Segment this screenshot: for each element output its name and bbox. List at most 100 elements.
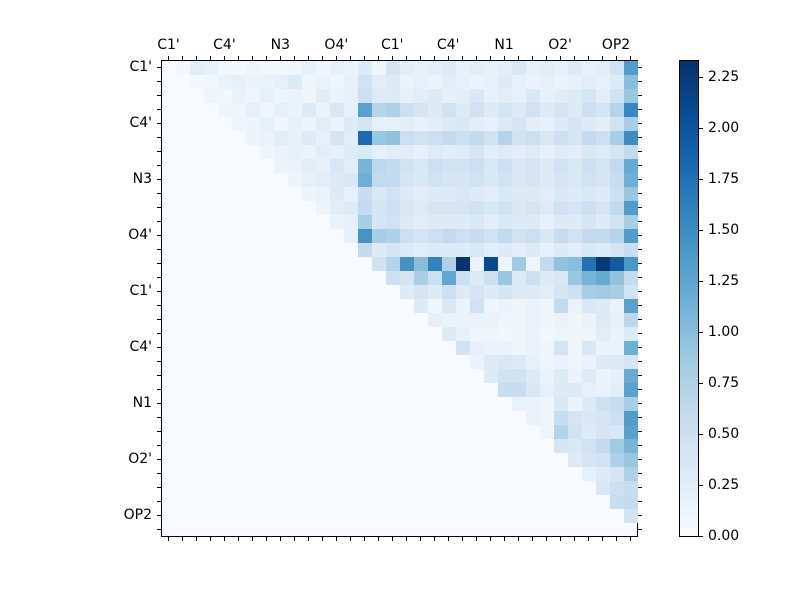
colorbar-tick-label: 0.50	[708, 425, 740, 442]
heatmap-cell	[427, 256, 442, 271]
heatmap-cell	[315, 130, 330, 145]
axis-tick	[156, 249, 161, 251]
heatmap-cell	[469, 298, 484, 313]
heatmap-cell	[623, 144, 638, 159]
heatmap-cell	[595, 452, 610, 467]
heatmap-cell	[427, 242, 442, 257]
heatmap-cell	[455, 228, 470, 243]
heatmap-cell	[413, 144, 428, 159]
heatmap-cell	[525, 200, 540, 215]
heatmap-cell	[539, 410, 554, 425]
heatmap-cell	[371, 200, 386, 215]
heatmap-cell	[287, 102, 302, 117]
heatmap-cell	[469, 74, 484, 89]
heatmap-cell	[539, 172, 554, 187]
heatmap-cell	[525, 88, 540, 103]
heatmap-cell	[511, 130, 526, 145]
axis-tick	[638, 403, 642, 405]
axis-tick	[638, 333, 642, 335]
axis-tick	[156, 501, 161, 503]
heatmap-cell	[413, 270, 428, 285]
heatmap-cell	[483, 172, 498, 187]
heatmap-cell	[511, 368, 526, 383]
heatmap-cell	[595, 256, 610, 271]
heatmap-cell	[357, 214, 372, 229]
heatmap-cell	[581, 144, 596, 159]
heatmap-cell	[469, 228, 484, 243]
heatmap-cell	[301, 116, 316, 131]
heatmap-cell	[553, 396, 568, 411]
axis-tick	[168, 537, 170, 541]
heatmap-cell	[497, 200, 512, 215]
axis-tick	[638, 473, 642, 475]
axis-tick	[588, 55, 590, 60]
heatmap-cell	[595, 396, 610, 411]
heatmap-cell	[455, 200, 470, 215]
heatmap-cell	[245, 102, 260, 117]
heatmap-cell	[427, 74, 442, 89]
heatmap-cell	[413, 116, 428, 131]
heatmap-cell	[581, 410, 596, 425]
heatmap-cell	[273, 130, 288, 145]
heatmap-cell	[497, 186, 512, 201]
heatmap-cell	[455, 102, 470, 117]
heatmap-cell	[623, 172, 638, 187]
heatmap-cell	[539, 214, 554, 229]
heatmap-cell	[259, 60, 274, 75]
axis-tick	[182, 55, 184, 60]
heatmap-cell	[525, 340, 540, 355]
heatmap-cell	[469, 242, 484, 257]
heatmap-cell	[525, 186, 540, 201]
heatmap-cell	[385, 158, 400, 173]
heatmap-cell	[483, 144, 498, 159]
heatmap-cell	[343, 116, 358, 131]
heatmap-cell	[567, 340, 582, 355]
heatmap-cell	[287, 74, 302, 89]
axis-tick	[638, 193, 642, 195]
heatmap-cell	[539, 424, 554, 439]
heatmap-cell	[609, 340, 624, 355]
heatmap-cell	[525, 228, 540, 243]
heatmap-cell	[595, 200, 610, 215]
heatmap-cell	[399, 228, 414, 243]
axis-tick	[294, 55, 296, 60]
axis-tick	[252, 537, 254, 541]
heatmap-cell	[427, 186, 442, 201]
heatmap-cell	[623, 88, 638, 103]
heatmap-cell	[441, 144, 456, 159]
axis-tick	[638, 235, 642, 237]
heatmap-cell	[497, 242, 512, 257]
axis-tick	[638, 95, 642, 97]
heatmap-cell	[525, 144, 540, 159]
heatmap-cell	[497, 172, 512, 187]
axis-tick	[602, 537, 604, 541]
heatmap-cell	[595, 284, 610, 299]
heatmap-cell	[539, 298, 554, 313]
axis-tick	[392, 537, 394, 541]
heatmap-cell	[539, 326, 554, 341]
heatmap-cell	[455, 144, 470, 159]
axis-tick	[638, 165, 642, 167]
colorbar-tick-label: 2.25	[708, 68, 740, 85]
heatmap-cell	[623, 354, 638, 369]
axis-tick	[638, 179, 642, 181]
heatmap-cell	[203, 88, 218, 103]
x-tick-label: OP2	[601, 36, 631, 53]
heatmap-cell	[217, 88, 232, 103]
heatmap-cell	[581, 424, 596, 439]
heatmap-cell	[483, 88, 498, 103]
heatmap-cell	[343, 102, 358, 117]
heatmap-cell	[455, 172, 470, 187]
heatmap-cell	[315, 200, 330, 215]
heatmap-cell	[595, 312, 610, 327]
heatmap-cell	[553, 130, 568, 145]
heatmap-cell	[371, 228, 386, 243]
heatmap-cell	[483, 284, 498, 299]
axis-tick	[462, 55, 464, 60]
heatmap-cell	[539, 74, 554, 89]
heatmap-cell	[511, 60, 526, 75]
heatmap-cell	[455, 340, 470, 355]
heatmap-cell	[525, 382, 540, 397]
axis-tick	[560, 55, 562, 60]
axis-tick	[638, 263, 642, 265]
